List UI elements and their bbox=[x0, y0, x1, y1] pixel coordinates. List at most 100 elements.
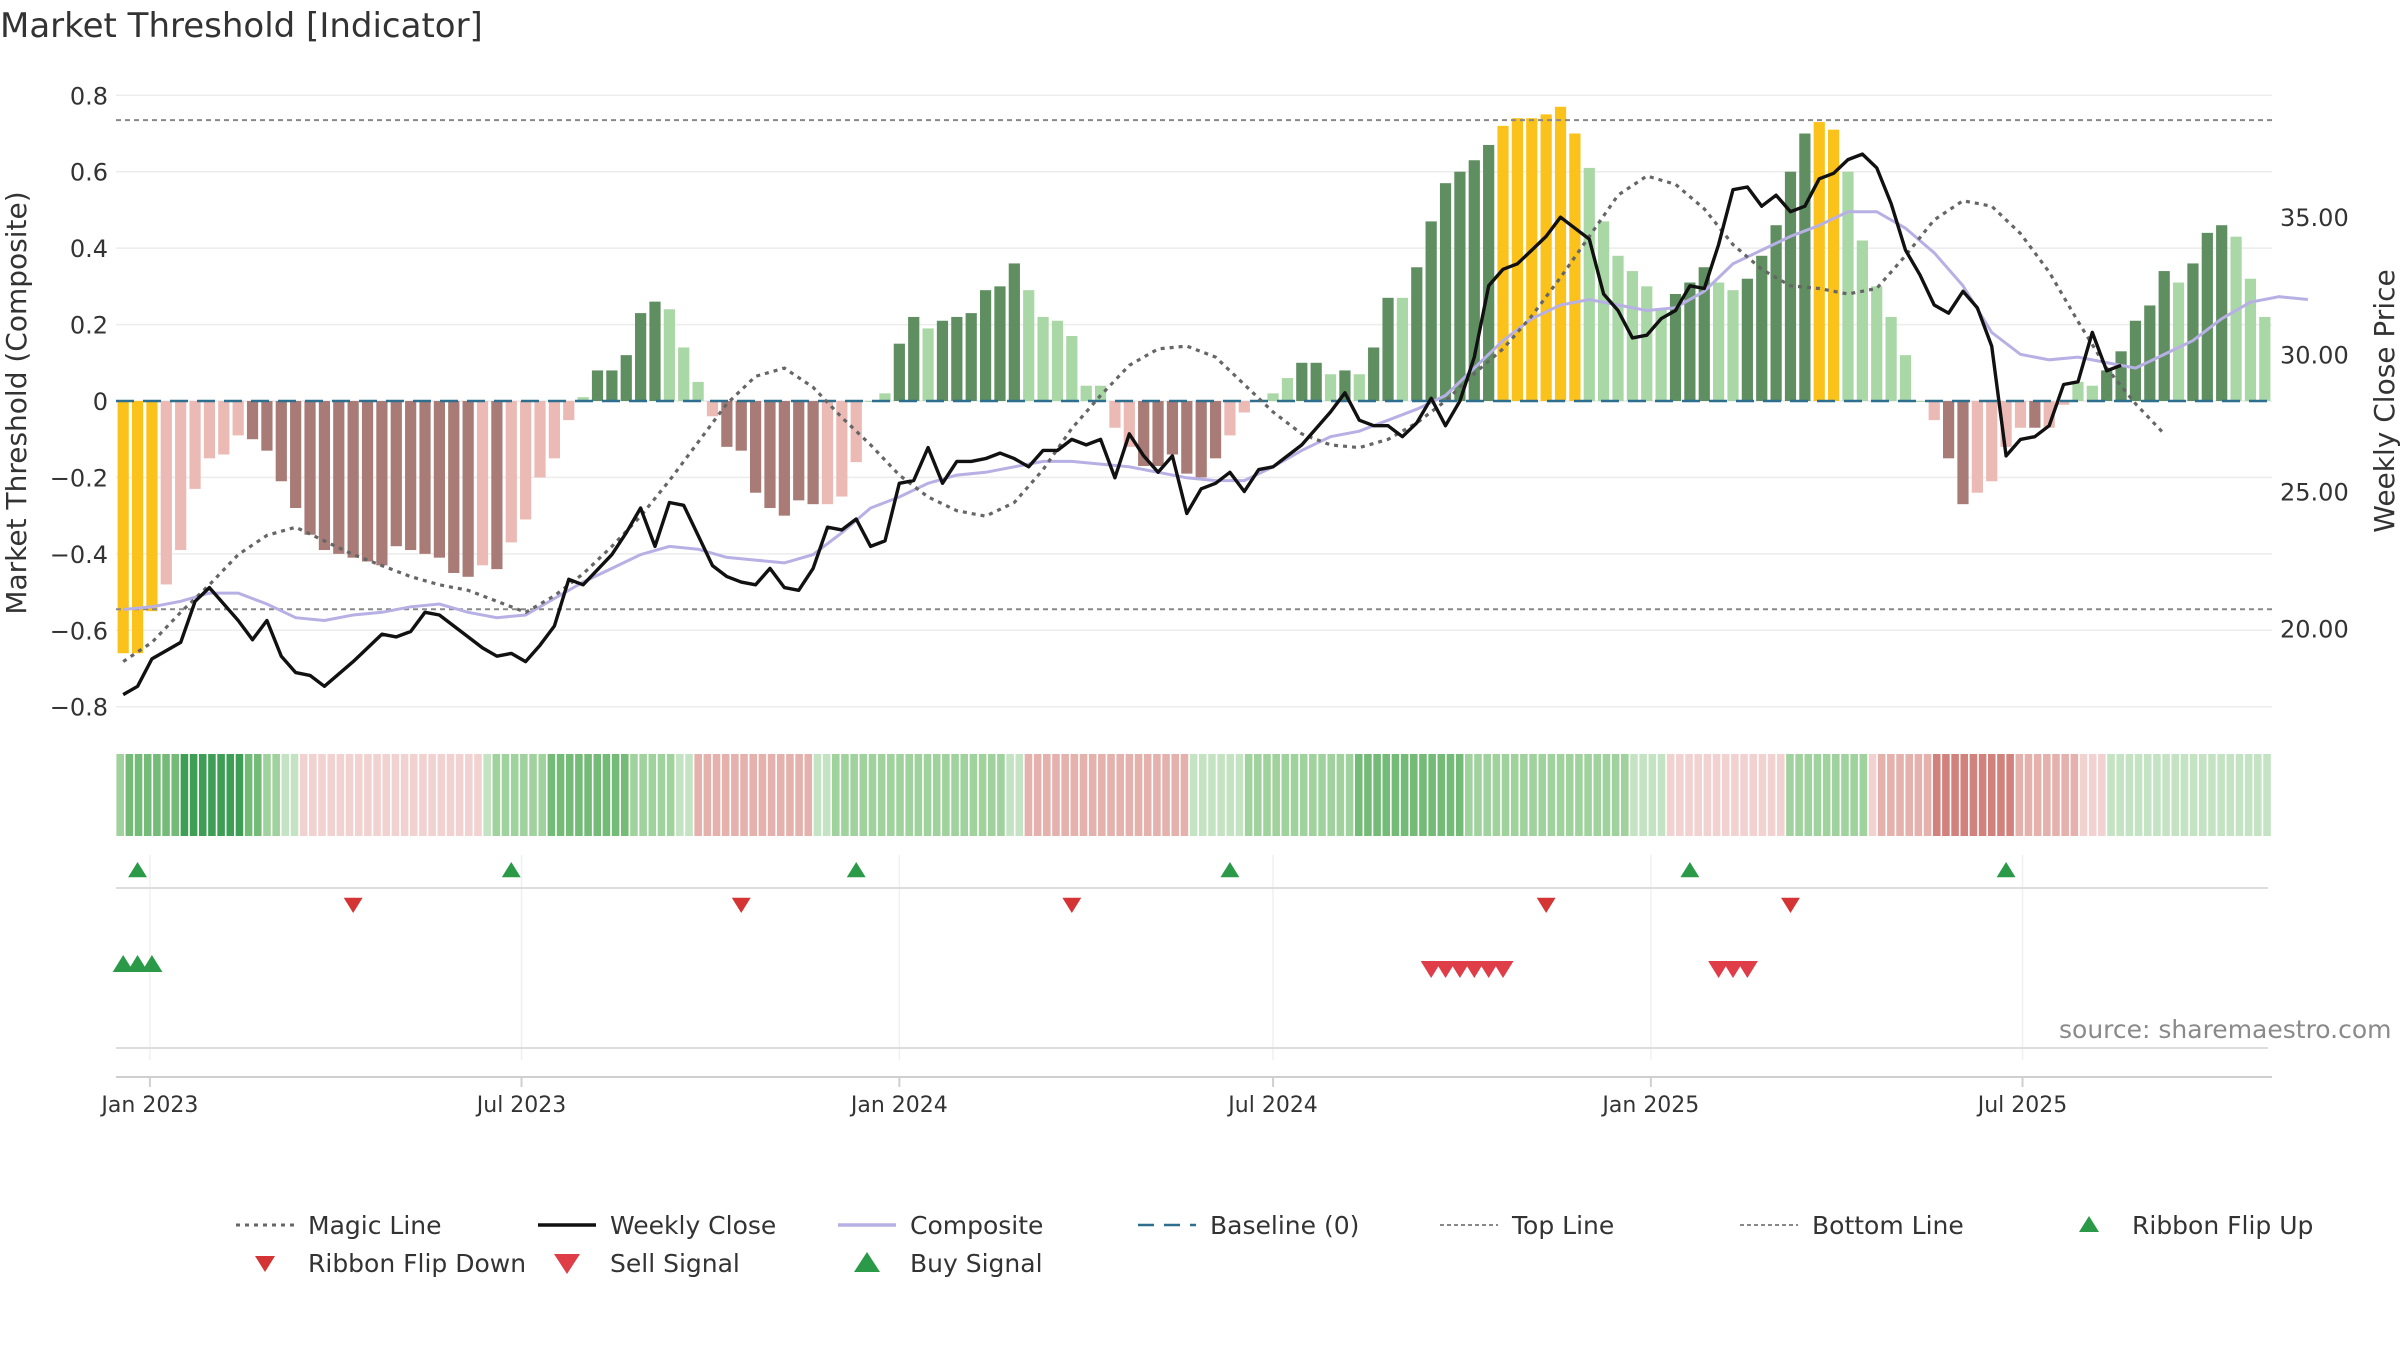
ribbon-cell bbox=[1740, 754, 1748, 836]
ribbon-cell bbox=[1263, 754, 1271, 836]
composite-bar bbox=[1899, 355, 1912, 401]
ribbon-cell bbox=[1832, 754, 1840, 836]
y-tick-label: 0.6 bbox=[70, 159, 108, 187]
ribbon-cell bbox=[648, 754, 657, 836]
ribbon-flip-up-marker bbox=[501, 862, 521, 878]
composite-bar bbox=[1799, 133, 1811, 401]
ribbon-cell bbox=[1226, 754, 1235, 836]
ribbon-cell bbox=[510, 754, 519, 836]
ribbon-flip-up-marker bbox=[1996, 862, 2016, 878]
weekly-close-line bbox=[122, 152, 2122, 697]
ribbon-cell bbox=[2070, 754, 2079, 836]
ribbon-cell bbox=[492, 754, 501, 836]
composite-bar bbox=[1324, 374, 1337, 401]
x-tick-label: Jan 2025 bbox=[1600, 1093, 1699, 1118]
composite-bar bbox=[1382, 297, 1394, 401]
legend-swatch bbox=[2079, 1216, 2099, 1232]
ribbon-cell bbox=[1327, 754, 1336, 836]
composite-bar bbox=[577, 397, 589, 401]
ribbon-cell bbox=[1419, 754, 1427, 836]
ribbon-cell bbox=[125, 754, 134, 836]
ribbon-cell bbox=[703, 754, 712, 836]
ribbon-cell bbox=[721, 754, 730, 836]
composite-bar bbox=[189, 401, 201, 489]
composite-bar bbox=[1828, 129, 1840, 401]
composite-bar bbox=[548, 401, 560, 459]
ribbon-cell bbox=[1364, 754, 1372, 836]
composite-bar bbox=[836, 401, 848, 497]
ribbon-cell bbox=[1299, 754, 1308, 836]
composite-bar bbox=[1368, 347, 1380, 401]
ribbon-cell bbox=[354, 754, 363, 836]
ribbon-cell bbox=[1877, 754, 1886, 836]
ribbon-cell bbox=[1428, 754, 1436, 836]
composite-bar bbox=[1914, 401, 1926, 402]
ribbon-cell bbox=[1208, 754, 1216, 836]
composite-bar bbox=[1439, 183, 1452, 401]
ribbon-cell bbox=[556, 754, 565, 836]
ribbon-cell bbox=[529, 754, 537, 836]
ribbon-flip-up-marker bbox=[128, 862, 148, 878]
ribbon-cell bbox=[327, 754, 335, 836]
composite-bar bbox=[1152, 401, 1164, 466]
ribbon-cell bbox=[1336, 754, 1345, 836]
composite-bar bbox=[2101, 370, 2113, 401]
signal-rows bbox=[112, 862, 2272, 1078]
composite-bar bbox=[476, 401, 489, 566]
ribbon-cell bbox=[217, 754, 225, 836]
sell-signal-marker bbox=[1722, 961, 1744, 978]
ribbon-cell bbox=[1850, 754, 1858, 836]
composite-bar bbox=[1310, 362, 1322, 401]
legend-label: Composite bbox=[910, 1211, 1043, 1240]
composite-bar bbox=[1655, 309, 1667, 401]
ribbon-cell bbox=[1547, 754, 1556, 836]
ribbon-cell bbox=[538, 754, 546, 836]
composite-bar bbox=[1109, 401, 1121, 428]
ribbon-cell bbox=[1410, 754, 1418, 836]
composite-bar bbox=[1224, 401, 1236, 436]
ribbon-cell bbox=[868, 754, 877, 836]
composite-bar bbox=[146, 401, 158, 612]
composite-bar bbox=[2072, 381, 2084, 401]
composite-bar bbox=[318, 401, 331, 551]
ribbon-cell bbox=[2043, 754, 2051, 836]
ribbon-cell bbox=[1923, 754, 1932, 836]
ribbon-cell bbox=[593, 754, 602, 836]
ribbon-cell bbox=[758, 754, 767, 836]
composite-bar bbox=[1684, 282, 1696, 401]
ribbon-cell bbox=[1905, 754, 1913, 836]
ribbon-cell bbox=[1391, 754, 1400, 836]
ribbon-cell bbox=[1657, 754, 1666, 836]
ribbon-flip-down-marker bbox=[731, 897, 751, 913]
ribbon-cell bbox=[1621, 754, 1629, 836]
ribbon-cell bbox=[2189, 754, 2198, 836]
ribbon-cell bbox=[116, 754, 124, 836]
ribbon-flip-up-marker bbox=[1220, 862, 1240, 878]
ribbon-cell bbox=[1868, 754, 1877, 836]
composite-bar bbox=[706, 401, 719, 417]
series-lines bbox=[116, 119, 2309, 697]
legend-label: Bottom Line bbox=[1812, 1211, 1964, 1240]
ribbon-cell bbox=[1024, 754, 1033, 836]
composite-bar bbox=[1066, 336, 1078, 401]
composite-bar bbox=[1080, 385, 1092, 401]
ribbon-cell bbox=[1180, 754, 1189, 836]
composite-bar bbox=[1770, 225, 1782, 401]
ribbon-cell bbox=[2134, 754, 2143, 836]
x-tick-label: Jan 2024 bbox=[849, 1093, 948, 1118]
ribbon-cell bbox=[2006, 754, 2014, 836]
ribbon-cell bbox=[804, 754, 813, 836]
ribbon-cell bbox=[1721, 754, 1730, 836]
composite-bar bbox=[994, 286, 1006, 401]
ribbon-cell bbox=[2254, 754, 2262, 836]
y-tick-label: −0.4 bbox=[50, 541, 108, 569]
ribbon-cell bbox=[620, 754, 629, 836]
ribbon-cell bbox=[1235, 754, 1244, 836]
composite-bar bbox=[663, 309, 675, 401]
ribbon-cell bbox=[905, 754, 913, 836]
composite-bar bbox=[218, 401, 230, 455]
ribbon-cell bbox=[400, 754, 409, 836]
composite-bar bbox=[649, 301, 661, 401]
ribbon-cell bbox=[254, 754, 262, 836]
ribbon-cell bbox=[1648, 754, 1657, 836]
